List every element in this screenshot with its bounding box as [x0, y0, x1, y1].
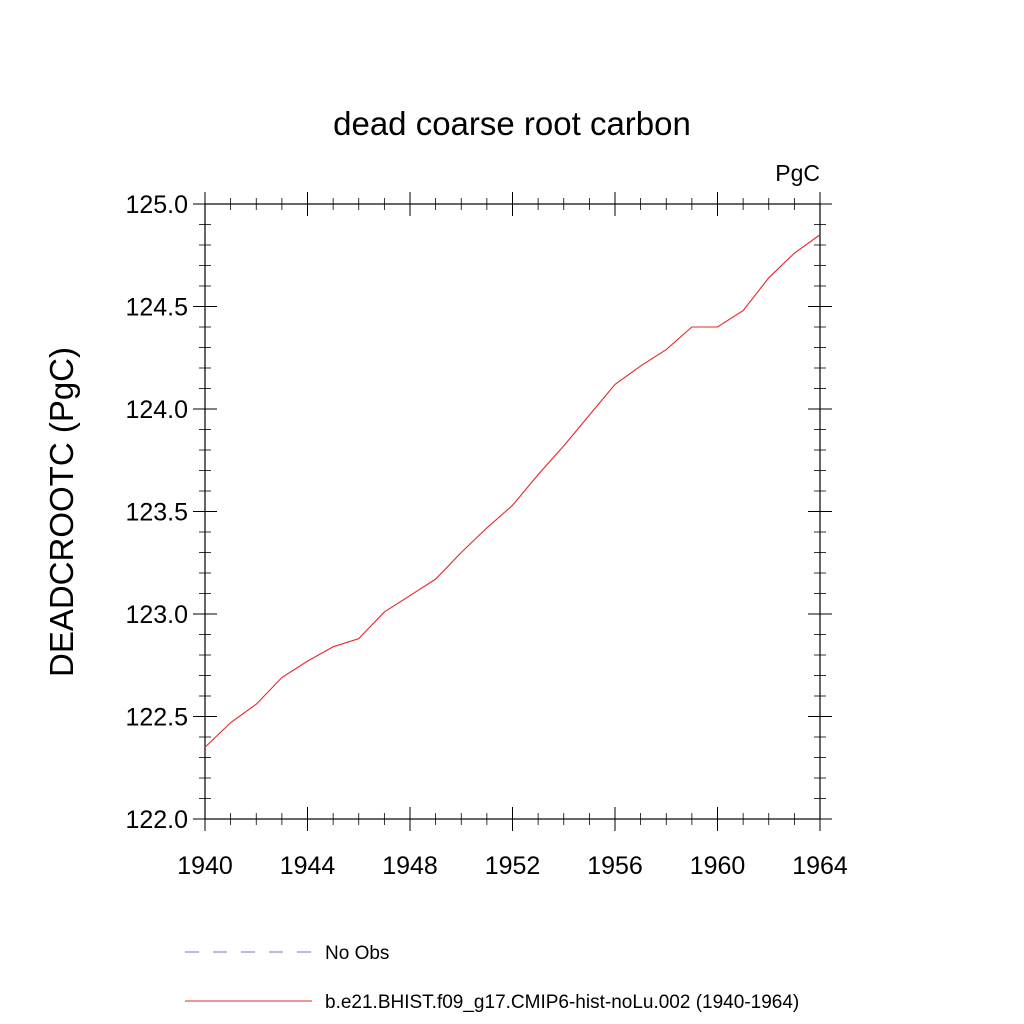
plot-frame — [204, 203, 821, 820]
legend-label-1: b.e21.BHIST.f09_g17.CMIP6-hist-noLu.002 … — [325, 992, 799, 1013]
x-tick-label: 1952 — [485, 852, 541, 880]
y-tick-label: 123.5 — [125, 499, 188, 527]
plot-border — [204, 203, 821, 820]
y-tick-label: 124.5 — [125, 294, 188, 322]
y-axis-label: DEADCROOTC (PgC) — [43, 347, 80, 677]
legend-label-0: No Obs — [325, 943, 389, 964]
units-label: PgC — [775, 160, 820, 186]
chart-title: dead coarse root carbon — [333, 105, 691, 142]
series-line-1 — [204, 234, 821, 748]
x-tick-label: 1944 — [280, 852, 336, 880]
y-tick-label: 122.0 — [125, 806, 188, 834]
x-tick-label: 1956 — [587, 852, 643, 880]
series-layer — [204, 234, 821, 748]
x-tick-label: 1964 — [792, 852, 848, 880]
y-axis-ticks: 122.0 122.5 123.0 123.5 124.0 124.5 125.0 — [125, 191, 832, 834]
y-tick-label: 122.5 — [125, 704, 188, 732]
y-tick-label: 123.0 — [125, 601, 188, 629]
x-tick-label: 1940 — [177, 852, 233, 880]
y-tick-label: 124.0 — [125, 396, 188, 424]
x-tick-label: 1960 — [690, 852, 746, 880]
x-axis-ticks: 1940 1944 1948 1952 1956 1960 1964 — [177, 192, 848, 880]
y-tick-label: 125.0 — [125, 191, 188, 219]
x-tick-label: 1948 — [382, 852, 438, 880]
legend: No Obs b.e21.BHIST.f09_g17.CMIP6-hist-noL… — [185, 943, 799, 1013]
